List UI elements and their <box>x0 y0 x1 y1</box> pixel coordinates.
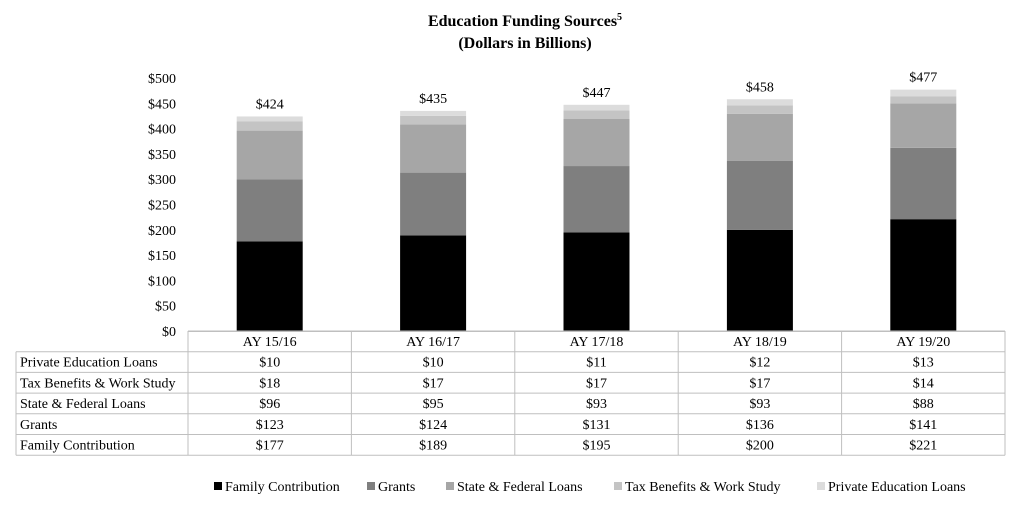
bar-segment <box>726 113 793 161</box>
legend-swatch <box>367 482 375 490</box>
y-tick-label: $100 <box>148 274 176 289</box>
bar-segment <box>563 110 630 119</box>
legend-item: Family Contribution <box>214 480 340 495</box>
legend-swatch <box>614 482 622 490</box>
legend-item: State & Federal Loans <box>446 480 583 495</box>
category-label: AY 17/18 <box>570 335 624 350</box>
bar-segment <box>563 118 630 167</box>
y-tick-label: $50 <box>155 300 176 315</box>
y-tick-label: $300 <box>148 173 176 188</box>
legend: Family Contribution Grants State & Federal… <box>214 480 966 495</box>
bar-segment <box>726 99 793 106</box>
bar-segment <box>890 219 957 331</box>
category-label: AY 19/20 <box>896 335 950 350</box>
table-cell: $14 <box>913 376 934 391</box>
legend-item: Tax Benefits & Work Study <box>614 480 781 495</box>
bar-segment <box>726 160 793 230</box>
bar-segment <box>236 241 303 331</box>
table-cell: $11 <box>586 356 606 371</box>
table-cell: $136 <box>746 418 774 433</box>
legend-item: Grants <box>367 480 415 495</box>
table-row-label: Grants <box>20 418 57 433</box>
table-row-label: Private Education Loans <box>20 356 158 371</box>
legend-swatch <box>817 482 825 490</box>
table-row-label: State & Federal Loans <box>20 397 146 412</box>
bar-segment <box>400 110 467 116</box>
table-row-label: Family Contribution <box>20 439 135 454</box>
bar-total-label: $424 <box>256 97 284 112</box>
table-cell: $17 <box>423 376 444 391</box>
legend-swatch <box>446 482 454 490</box>
table-cell: $12 <box>749 356 770 371</box>
legend-swatch <box>214 482 222 490</box>
table-cell: $200 <box>746 439 774 454</box>
table-cell: $18 <box>259 376 280 391</box>
y-tick-label: $450 <box>148 97 176 112</box>
bar-segment <box>236 116 303 122</box>
legend-label: Tax Benefits & Work Study <box>625 480 781 495</box>
table-cell: $195 <box>583 439 611 454</box>
table-cell: $17 <box>749 376 770 391</box>
category-label: AY 15/16 <box>243 335 297 350</box>
bar-segment <box>890 89 957 97</box>
legend-item: Private Education Loans <box>817 480 966 495</box>
chart-title-superscript: 5 <box>617 12 622 23</box>
table-cell: $10 <box>423 356 444 371</box>
y-tick-label: $200 <box>148 224 176 239</box>
legend-label: Grants <box>378 480 415 495</box>
bar-total-label: $435 <box>419 92 447 107</box>
bar-segment <box>563 232 630 331</box>
y-tick-label: $350 <box>148 148 176 163</box>
table-cell: $131 <box>583 418 611 433</box>
category-label: AY 18/19 <box>733 335 787 350</box>
bar-segment <box>400 235 467 331</box>
bar-total-label: $458 <box>746 80 774 95</box>
table-cell: $141 <box>909 418 937 433</box>
table-cell: $96 <box>259 397 280 412</box>
bar-segment <box>726 105 793 114</box>
bar-segment <box>236 121 303 131</box>
table-cell: $88 <box>913 397 934 412</box>
y-tick-label: $0 <box>162 325 176 340</box>
y-tick-label: $250 <box>148 199 176 214</box>
bar-total-label: $477 <box>909 71 937 86</box>
bar-segment <box>890 147 957 220</box>
table-cell: $17 <box>586 376 607 391</box>
table-cell: $93 <box>749 397 770 412</box>
y-tick-label: $150 <box>148 249 176 264</box>
bar-segment <box>236 179 303 242</box>
bar-segment <box>726 229 793 331</box>
bar-segment <box>400 172 467 236</box>
legend-label: State & Federal Loans <box>457 480 583 495</box>
table-cell: $95 <box>423 397 444 412</box>
bar-segment <box>400 115 467 125</box>
chart-subtitle: (Dollars in Billions) <box>458 35 591 52</box>
table-cell: $221 <box>909 439 937 454</box>
data-table: AY 15/16 AY 16/17 AY 17/18 AY 18/19 AY 19/20… <box>15 330 1006 456</box>
y-tick-label: $500 <box>148 72 176 87</box>
legend-label: Private Education Loans <box>828 480 966 495</box>
chart-title: Education Funding Sources5 <box>428 12 622 30</box>
table-cell: $123 <box>256 418 284 433</box>
bar-segment <box>890 103 957 148</box>
table-cell: $10 <box>259 356 280 371</box>
table-cell: $13 <box>913 356 934 371</box>
y-tick-label: $400 <box>148 123 176 138</box>
table-cell: $93 <box>586 397 607 412</box>
table-cell: $124 <box>419 418 447 433</box>
bar-segment <box>400 124 467 173</box>
bar-total-label: $447 <box>583 86 611 101</box>
bar-segment <box>563 166 630 233</box>
plot-area: $0 $50 $100 $150 $200 $250 $300 $350 $400 $450 $50… <box>148 71 1005 340</box>
table-row-label: Tax Benefits & Work Study <box>20 376 176 391</box>
chart-title-text: Education Funding Sources <box>428 13 617 30</box>
category-label: AY 16/17 <box>406 335 460 350</box>
table-cell: $189 <box>419 439 447 454</box>
bar-segment <box>236 130 303 180</box>
bar-segment <box>890 96 957 104</box>
table-cell: $177 <box>256 439 284 454</box>
legend-label: Family Contribution <box>225 480 340 495</box>
bar-segment <box>563 104 630 111</box>
